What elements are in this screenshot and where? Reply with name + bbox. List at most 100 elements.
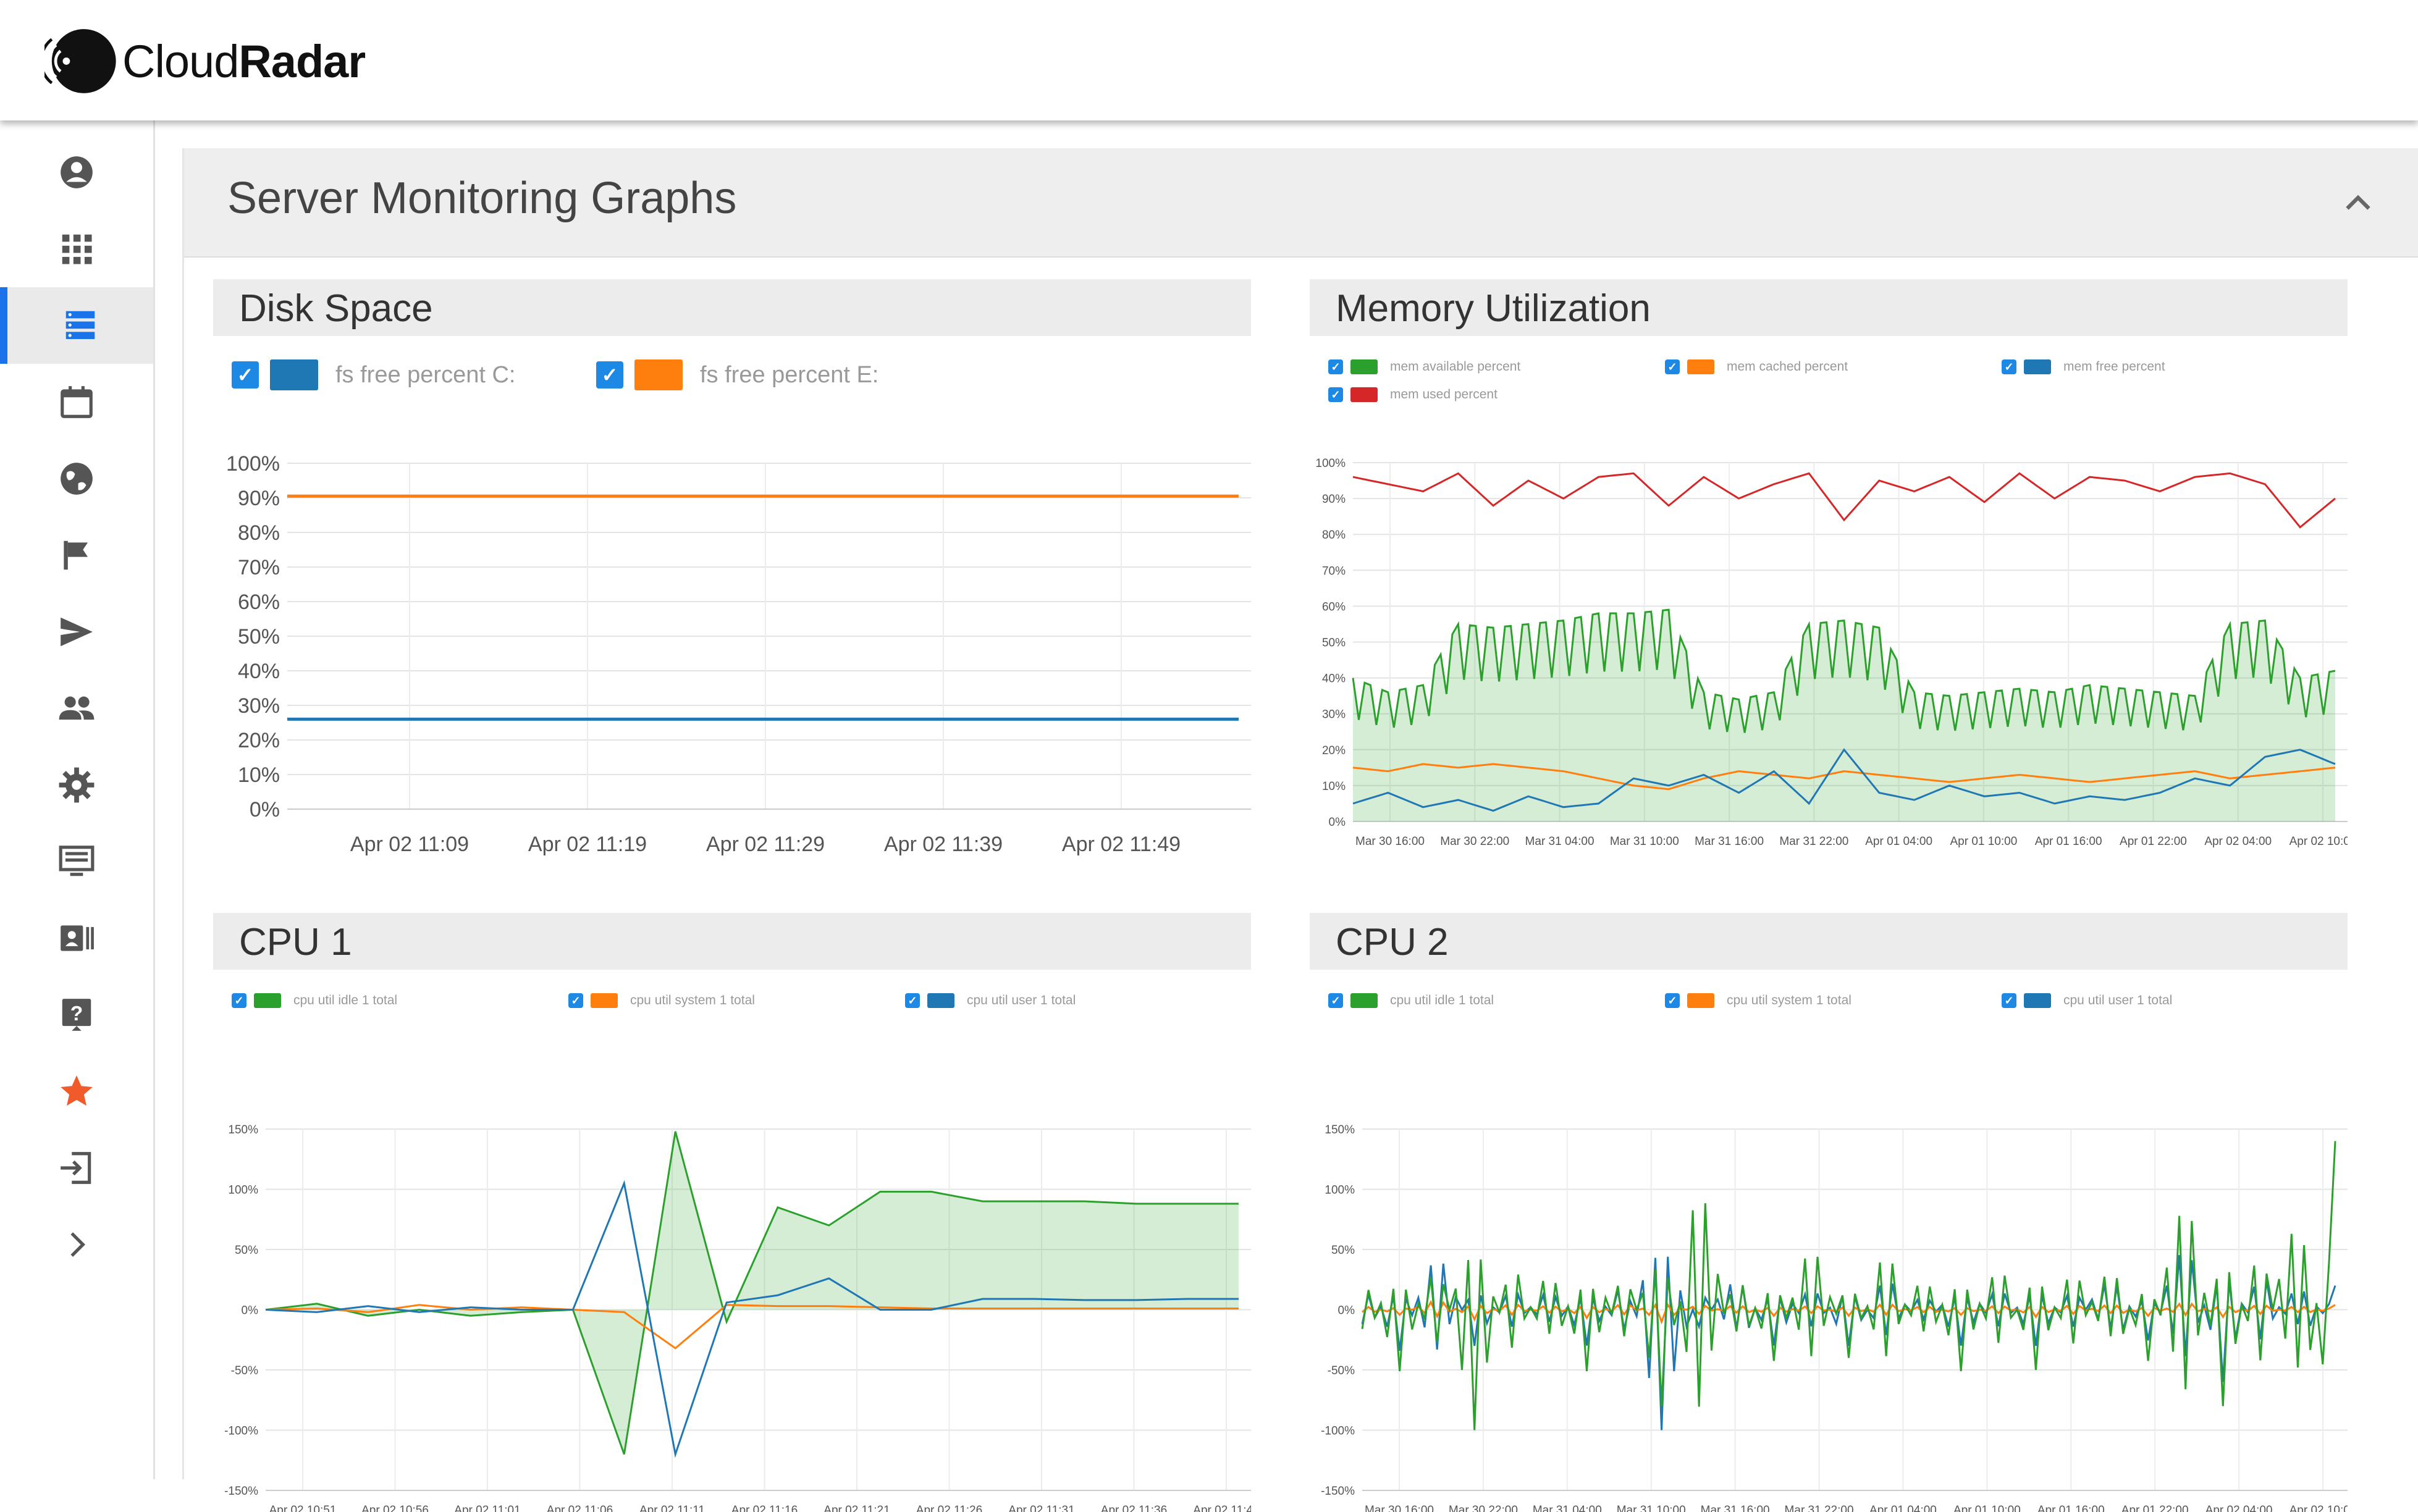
x-tick-label: Mar 31 04:00 bbox=[1533, 1504, 1602, 1512]
legend-item[interactable]: ✓ cpu util user 1 total bbox=[905, 993, 1076, 1008]
checkbox-checked-icon[interactable]: ✓ bbox=[1665, 993, 1680, 1008]
legend-item[interactable]: ✓ mem available percent bbox=[1328, 359, 1520, 374]
series-line[interactable] bbox=[1352, 608, 2336, 733]
x-tick-label: Apr 02 11:39 bbox=[884, 833, 1003, 856]
legend-label: cpu util system 1 total bbox=[1727, 993, 1851, 1007]
sidebar-item-account-circle[interactable] bbox=[0, 134, 153, 211]
gear-icon bbox=[59, 767, 95, 803]
chart-legend: ✓ cpu util idle 1 total ✓ cpu util system 1… bbox=[232, 993, 1245, 1049]
card-header: Memory Utilization bbox=[1310, 279, 2348, 336]
legend-item[interactable]: ✓ cpu util system 1 total bbox=[568, 993, 755, 1008]
checkbox-checked-icon[interactable]: ✓ bbox=[596, 361, 623, 388]
sidebar-item-calendar[interactable] bbox=[0, 364, 153, 440]
y-tick-label: 150% bbox=[1325, 1124, 1355, 1136]
checkbox-checked-icon[interactable]: ✓ bbox=[232, 993, 246, 1008]
series-line[interactable] bbox=[1352, 472, 2336, 529]
legend-item[interactable]: ✓ fs free percent C: bbox=[232, 359, 515, 390]
panel-header[interactable]: Server Monitoring Graphs bbox=[184, 148, 2418, 258]
y-tick-label: 80% bbox=[238, 521, 280, 545]
sidebar-item-server-list[interactable] bbox=[0, 287, 153, 364]
y-tick-label: 90% bbox=[238, 487, 280, 510]
series-line[interactable] bbox=[1362, 1300, 2336, 1325]
x-tick-label: Apr 02 11:36 bbox=[1101, 1504, 1167, 1512]
x-tick-label: Mar 31 10:00 bbox=[1617, 1504, 1686, 1512]
sidebar-item-gear[interactable] bbox=[0, 747, 153, 823]
sidebar-item-monitor[interactable] bbox=[0, 823, 153, 900]
chevron-up-icon[interactable] bbox=[2340, 185, 2377, 222]
legend-label: cpu util user 1 total bbox=[2063, 993, 2173, 1007]
cpu1-chart-card: CPU 1 ✓ cpu util idle 1 total ✓ cpu util sys… bbox=[213, 913, 1251, 1512]
series-line[interactable] bbox=[1361, 1141, 2336, 1430]
cpu2-chart-card: CPU 2 ✓ cpu util idle 1 total ✓ cpu util sys… bbox=[1310, 913, 2348, 1512]
flag-icon bbox=[64, 540, 88, 570]
x-tick-label: Apr 01 16:00 bbox=[2035, 835, 2102, 848]
sidebar-item-flag[interactable] bbox=[0, 517, 153, 594]
checkbox-checked-icon[interactable]: ✓ bbox=[905, 993, 920, 1008]
sidebar-item-logout[interactable] bbox=[0, 1130, 153, 1206]
chart-plot: 100% 90% 80% 70% 60% 50% 40% 30% 20% 10% 0% Mar 30 … bbox=[1315, 457, 2348, 848]
sidebar-item-chevron-right[interactable] bbox=[0, 1206, 153, 1283]
series-area bbox=[1353, 610, 2335, 821]
x-tick-label: Apr 02 11:19 bbox=[528, 833, 647, 856]
series-line[interactable] bbox=[265, 1304, 1239, 1350]
checkbox-checked-icon[interactable]: ✓ bbox=[2002, 993, 2016, 1008]
legend-item[interactable]: ✓ fs free percent E: bbox=[596, 359, 878, 390]
sidebar-item-send[interactable] bbox=[0, 594, 153, 670]
sidebar-item-apps-grid[interactable] bbox=[0, 211, 153, 287]
legend-swatch bbox=[927, 993, 954, 1008]
legend-label: cpu util idle 1 total bbox=[1390, 993, 1494, 1007]
legend-item[interactable]: ✓ mem cached percent bbox=[1665, 359, 1848, 374]
series-line[interactable] bbox=[265, 1180, 1239, 1458]
globe-icon bbox=[61, 463, 93, 495]
main-content: Server Monitoring Graphs Disk Space ✓ fs f… bbox=[182, 148, 2418, 1512]
legend-item[interactable]: ✓ cpu util idle 1 total bbox=[1328, 993, 1494, 1008]
mem-chart-card: Memory Utilization ✓ mem available percent… bbox=[1310, 279, 2348, 878]
legend-swatch bbox=[2024, 359, 2051, 374]
legend-item[interactable]: ✓ cpu util idle 1 total bbox=[232, 993, 397, 1008]
sidebar-item-contact-card[interactable] bbox=[0, 900, 153, 976]
checkbox-checked-icon[interactable]: ✓ bbox=[1328, 359, 1343, 374]
x-tick-label: Mar 30 16:00 bbox=[1365, 1504, 1434, 1512]
sidebar-item-star[interactable] bbox=[0, 1053, 153, 1130]
y-tick-label: -50% bbox=[231, 1364, 258, 1377]
card-header: Disk Space bbox=[213, 279, 1251, 336]
checkbox-checked-icon[interactable]: ✓ bbox=[1328, 387, 1343, 402]
x-tick-label: Mar 30 22:00 bbox=[1440, 835, 1509, 848]
legend-item[interactable]: ✓ cpu util system 1 total bbox=[1665, 993, 1851, 1008]
send-icon bbox=[61, 617, 93, 647]
x-tick-label: Mar 31 22:00 bbox=[1779, 835, 1848, 848]
checkbox-checked-icon[interactable]: ✓ bbox=[1328, 993, 1343, 1008]
checkbox-checked-icon[interactable]: ✓ bbox=[568, 993, 583, 1008]
legend-swatch bbox=[634, 359, 683, 390]
legend-swatch bbox=[270, 359, 318, 390]
y-tick-label: 60% bbox=[238, 590, 280, 614]
sidebar-item-help[interactable]: ? bbox=[0, 976, 153, 1053]
checkbox-checked-icon[interactable]: ✓ bbox=[1665, 359, 1680, 374]
x-tick-label: Apr 02 11:26 bbox=[916, 1504, 982, 1512]
x-tick-label: Mar 31 22:00 bbox=[1785, 1504, 1854, 1512]
series-line[interactable] bbox=[1352, 763, 2336, 791]
x-tick-label: Apr 02 10:00 bbox=[2290, 1504, 2348, 1512]
x-tick-label: Apr 01 16:00 bbox=[2037, 1504, 2105, 1512]
y-tick-label: -150% bbox=[1321, 1485, 1355, 1498]
x-tick-label: Apr 01 04:00 bbox=[1869, 1504, 1937, 1512]
legend-item[interactable]: ✓ mem free percent bbox=[2002, 359, 2165, 374]
sidebar-item-globe[interactable] bbox=[0, 440, 153, 517]
series-line[interactable] bbox=[1352, 748, 2336, 812]
legend-label: mem cached percent bbox=[1727, 359, 1848, 374]
legend-item[interactable]: ✓ mem used percent bbox=[1328, 387, 1498, 402]
chart-plot: 100% 90% 80% 70% 60% 50% 40% 30% 20% 10% 0% Apr 02 … bbox=[226, 452, 1251, 856]
chevron-right-icon bbox=[70, 1232, 85, 1257]
x-tick-label: Mar 30 16:00 bbox=[1355, 835, 1425, 848]
logo[interactable]: CloudRadar bbox=[44, 25, 366, 98]
sidebar: ? bbox=[0, 120, 155, 1479]
checkbox-checked-icon[interactable]: ✓ bbox=[2002, 359, 2016, 374]
legend-swatch bbox=[1350, 359, 1378, 374]
legend-item[interactable]: ✓ cpu util user 1 total bbox=[2002, 993, 2172, 1008]
x-tick-label: Apr 01 22:00 bbox=[2120, 835, 2187, 848]
checkbox-checked-icon[interactable]: ✓ bbox=[232, 361, 259, 388]
x-tick-label: Mar 31 10:00 bbox=[1610, 835, 1679, 848]
legend-swatch bbox=[1350, 993, 1378, 1008]
legend-label: cpu util user 1 total bbox=[967, 993, 1076, 1007]
sidebar-item-people[interactable] bbox=[0, 670, 153, 747]
